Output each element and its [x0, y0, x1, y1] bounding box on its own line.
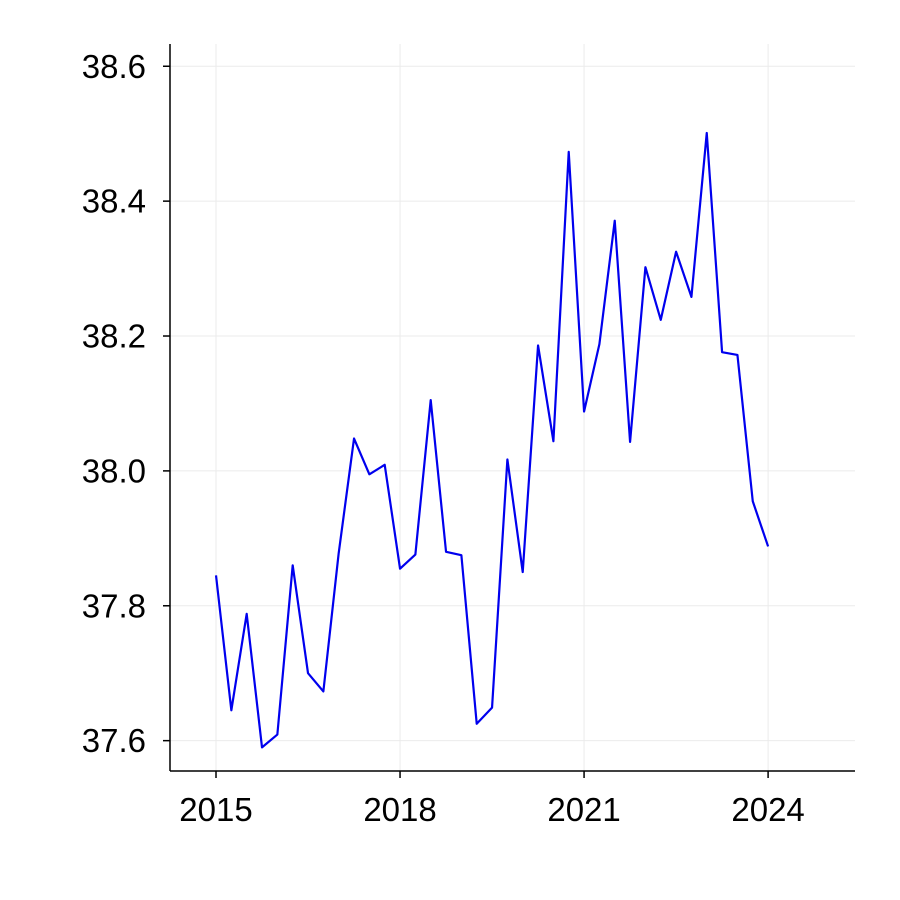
y-tick-label: 38.2: [82, 318, 146, 355]
x-tick-label: 2018: [363, 791, 436, 828]
y-tick-label: 38.4: [82, 183, 146, 220]
y-tick-label: 38.0: [82, 452, 146, 489]
series-line: [214, 131, 770, 749]
x-tick-label: 2015: [179, 791, 252, 828]
ticks: 37.6 37.8 38.0 38.2 38.4 38.6 2015 2018 2021 2024: [82, 48, 805, 828]
axes: [169, 44, 855, 772]
y-tick-label: 38.6: [82, 48, 146, 85]
grid: [170, 44, 855, 771]
y-tick-label: 37.8: [82, 587, 146, 624]
x-tick-label: 2021: [547, 791, 620, 828]
series-layer: [214, 131, 770, 749]
x-tick-label: 2024: [731, 791, 804, 828]
y-tick-label: 37.6: [82, 722, 146, 759]
